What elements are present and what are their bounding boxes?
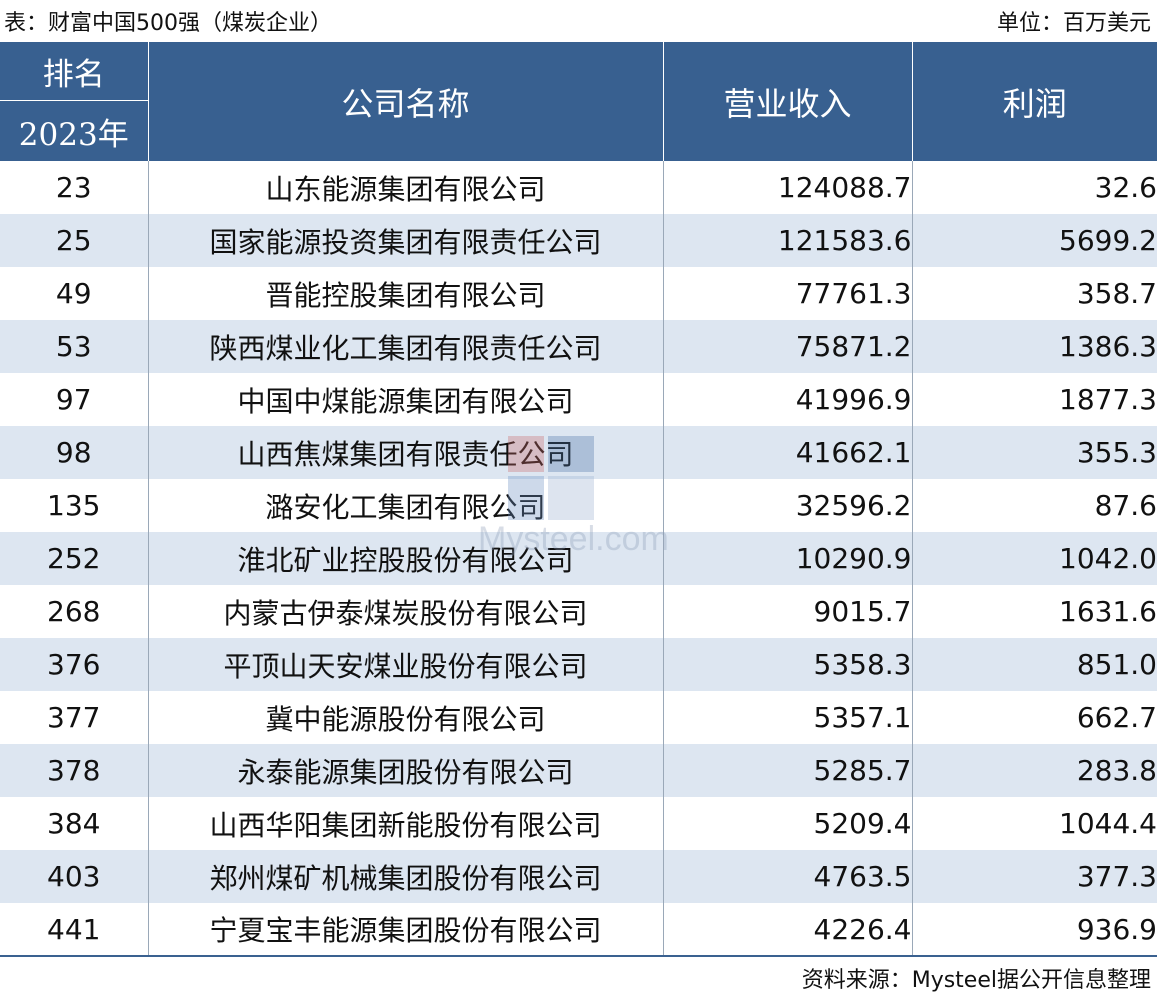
revenue-cell: 4763.5 [663,850,913,903]
table-row: 25 国家能源投资集团有限责任公司 121583.6 5699.2 [0,214,1157,267]
company-name-cell: 晋能控股集团有限公司 [148,267,664,320]
header-rank-year: 2023年 [0,100,149,161]
profit-cell: 87.6 [1094,489,1157,522]
company-name-cell: 中国中煤能源集团有限公司 [148,373,664,426]
profit-cell: 1631.6 [1059,595,1157,628]
table-row: 441 宁夏宝丰能源集团股份有限公司 4226.4 936.9 [0,903,1157,957]
table-row: 23 山东能源集团有限公司 124088.7 32.6 [0,161,1157,214]
header-profit: 利润 [912,42,1157,161]
table-header: 排名 公司名称 营业收入 利润 2023年 [0,42,1157,161]
table-row: 376 平顶山天安煤业股份有限公司 5358.3 851.0 [0,638,1157,691]
profit-cell: 936.9 [912,903,1157,957]
profit-cell: 5699.2 [912,214,1157,267]
company-name-cell: 冀中能源股份有限公司 [148,691,664,744]
revenue-cell: 75871.2 [663,320,913,373]
rank-cell: 25 [0,214,149,267]
company-name-cell: 山东能源集团有限公司 [148,161,664,214]
revenue-cell: 121583.6 [663,214,913,267]
table-row: 49 晋能控股集团有限公司 77761.3 358.7 [0,267,1157,320]
revenue-cell: 124088.7 [663,161,913,214]
company-name-cell: 永泰能源集团股份有限公司 [148,744,664,797]
profit-cell: 283.8 [912,744,1157,797]
company-name-cell: 山西焦煤集团有限责任公司 [148,426,664,479]
revenue-cell: 4226.4 [663,903,913,957]
profit-cell: 32.6 [1094,171,1157,204]
revenue-cell: 5358.3 [663,638,913,691]
company-name-cell: 国家能源投资集团有限责任公司 [148,214,664,267]
rank-cell: 384 [0,797,149,850]
profit-cell: 851.0 [912,638,1157,691]
header-rank: 排名 [0,42,149,101]
revenue-cell: 9015.7 [663,585,913,638]
revenue-cell: 5209.4 [663,797,913,850]
table-row: 378 永泰能源集团股份有限公司 5285.7 283.8 [0,744,1157,797]
profit-cell: 1877.3 [1059,383,1157,416]
rank-cell: 49 [0,267,149,320]
table-row: 135 潞安化工集团有限公司 32596.2 87.6 [0,479,1157,532]
rank-cell: 98 [0,426,149,479]
rank-cell: 376 [0,638,149,691]
profit-cell: 355.3 [912,426,1157,479]
header-company: 公司名称 [148,42,664,161]
company-name-cell: 淮北矿业控股股份有限公司 [148,532,664,585]
table-body: 23 山东能源集团有限公司 124088.7 32.6 25 国家能源投资集团有限责任公司… [0,161,1157,957]
rank-cell: 135 [0,479,149,532]
coal-enterprise-table: 排名 公司名称 营业收入 利润 2023年 23 山东能源集团有限公司 124088… [0,42,1157,957]
table-caption: 表：财富中国500强（煤炭企业） [4,11,332,36]
company-name-cell: 宁夏宝丰能源集团股份有限公司 [148,903,664,957]
rank-cell: 268 [0,585,149,638]
table-row: 377 冀中能源股份有限公司 5357.1 662.7 [0,691,1157,744]
unit-label: 单位：百万美元 [996,11,1151,36]
table-row: 403 郑州煤矿机械集团股份有限公司 4763.5 377.3 [0,850,1157,903]
table-row: 268 内蒙古伊泰煤炭股份有限公司 9015.7 1631.6 [0,585,1157,638]
company-name-cell: 内蒙古伊泰煤炭股份有限公司 [148,585,664,638]
data-source-note: 资料来源：Mysteel据公开信息整理 [801,968,1151,993]
rank-cell: 97 [0,373,149,426]
table-row: 98 山西焦煤集团有限责任公司 41662.1 355.3 [0,426,1157,479]
rank-cell: 378 [0,744,149,797]
revenue-cell: 10290.9 [663,532,913,585]
profit-cell: 358.7 [1076,277,1157,310]
revenue-cell: 5357.1 [663,691,913,744]
rank-cell: 441 [0,903,149,957]
profit-cell: 377.3 [912,850,1157,903]
company-name-cell: 陕西煤业化工集团有限责任公司 [148,320,664,373]
rank-cell: 403 [0,850,149,903]
revenue-cell: 5285.7 [663,744,913,797]
revenue-cell: 41996.9 [663,373,913,426]
table-row: 97 中国中煤能源集团有限公司 41996.9 1877.3 [0,373,1157,426]
rank-cell: 23 [0,161,149,214]
profit-cell: 1386.3 [912,320,1157,373]
table-row: 53 陕西煤业化工集团有限责任公司 75871.2 1386.3 [0,320,1157,373]
header-revenue: 营业收入 [663,42,913,161]
table-row: 252 淮北矿业控股股份有限公司 10290.9 1042.0 [0,532,1157,585]
rank-cell: 53 [0,320,149,373]
company-name-cell: 郑州煤矿机械集团股份有限公司 [148,850,664,903]
profit-cell: 1044.4 [1059,807,1157,840]
revenue-cell: 41662.1 [663,426,913,479]
table-row: 384 山西华阳集团新能股份有限公司 5209.4 1044.4 [0,797,1157,850]
revenue-cell: 32596.2 [663,479,913,532]
rank-cell: 252 [0,532,149,585]
table-caption-bar: 表：财富中国500强（煤炭企业） 单位：百万美元 [0,0,1157,42]
company-name-cell: 山西华阳集团新能股份有限公司 [148,797,664,850]
company-name-cell: 平顶山天安煤业股份有限公司 [148,638,664,691]
revenue-cell: 77761.3 [663,267,913,320]
company-name-cell: 潞安化工集团有限公司 [148,479,664,532]
profit-cell: 662.7 [1076,701,1157,734]
profit-cell: 1042.0 [912,532,1157,585]
rank-cell: 377 [0,691,149,744]
